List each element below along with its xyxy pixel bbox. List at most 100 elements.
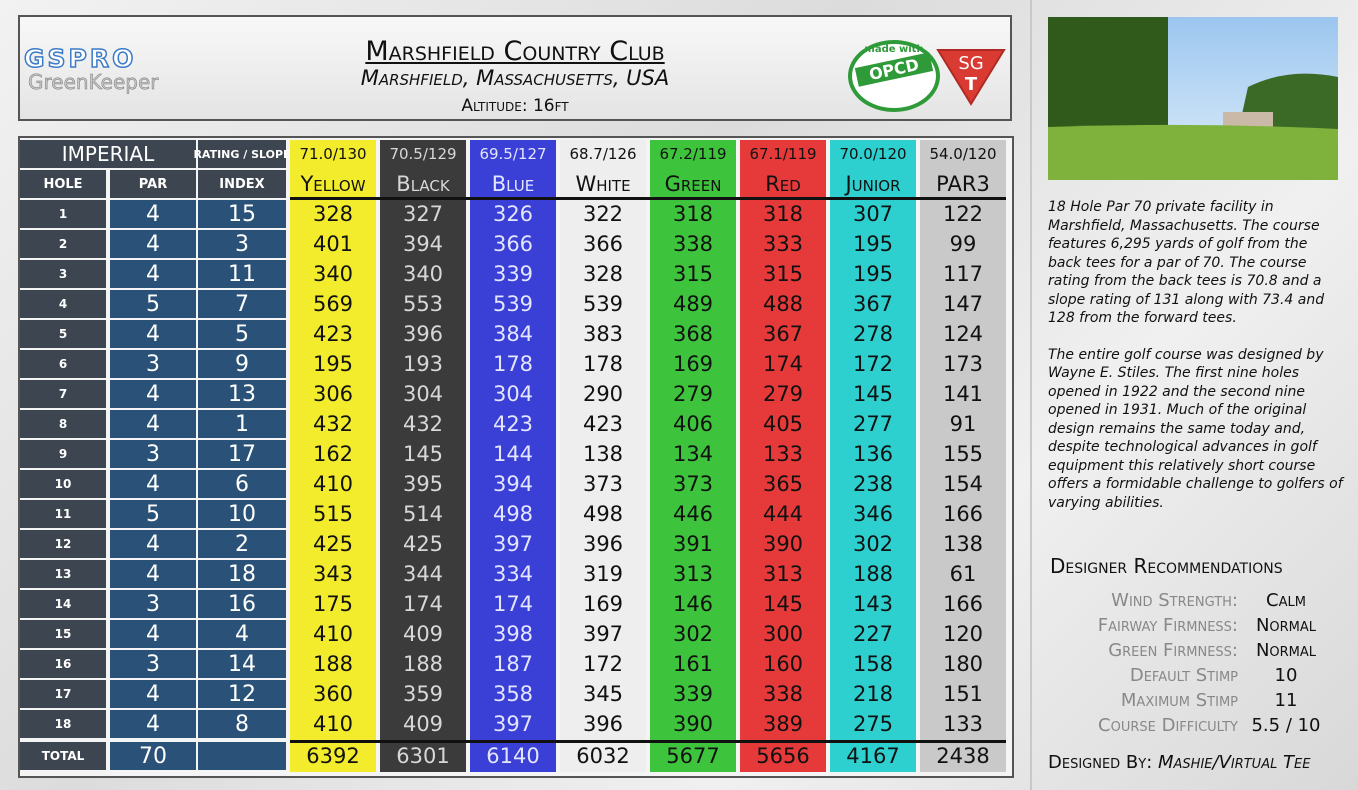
tee-name: Red (765, 172, 801, 196)
yardage: 334 (492, 562, 534, 586)
yardage: 515 (312, 502, 354, 526)
par: 4 (110, 680, 196, 708)
yardage: 143 (852, 592, 894, 616)
tee-name: PAR3 (936, 172, 990, 196)
hole-number: 8 (20, 410, 106, 438)
yardage: 227 (852, 622, 894, 646)
tee-rating: 70.5/129 (389, 145, 457, 163)
yardage: 410 (312, 622, 354, 646)
rule (290, 197, 1006, 200)
yardage: 394 (492, 472, 534, 496)
yardage: 155 (942, 442, 984, 466)
tee-name: Blue (491, 172, 535, 196)
tee-rating: 67.1/119 (749, 145, 817, 163)
hole-number: 18 (20, 710, 106, 738)
index: 17 (198, 440, 286, 468)
tee-total: 6032 (576, 744, 630, 768)
yardage: 318 (672, 202, 714, 226)
index: 4 (198, 620, 286, 648)
yardage: 383 (582, 322, 624, 346)
tee-total: 5677 (666, 744, 720, 768)
yardage: 396 (582, 532, 624, 556)
recommendation-label: Default Stimp (1129, 665, 1238, 686)
sg-badge (936, 49, 1006, 106)
yardage: 302 (672, 622, 714, 646)
index: 15 (198, 200, 286, 228)
yardage: 366 (492, 232, 534, 256)
yardage: 322 (582, 202, 624, 226)
yardage: 539 (582, 292, 624, 316)
yardage: 146 (672, 592, 714, 616)
index: 9 (198, 350, 286, 378)
yardage: 432 (402, 412, 444, 436)
tee-name: Junior (845, 172, 901, 196)
yardage: 328 (582, 262, 624, 286)
yardage: 328 (312, 202, 354, 226)
yardage: 365 (762, 472, 804, 496)
description-paragraph: The entire golf course was designed by W… (1048, 346, 1343, 511)
par: 3 (110, 350, 196, 378)
divider (1030, 0, 1032, 790)
yardage: 345 (582, 682, 624, 706)
index: 12 (198, 680, 286, 708)
yardage: 390 (762, 532, 804, 556)
yardage: 304 (402, 382, 444, 406)
yardage: 423 (312, 322, 354, 346)
column-header: INDEX (198, 170, 286, 198)
yardage: 178 (492, 352, 534, 376)
yardage: 444 (762, 502, 804, 526)
yardage: 279 (762, 382, 804, 406)
yardage: 396 (402, 322, 444, 346)
yardage: 275 (852, 712, 894, 736)
yardage: 569 (312, 292, 354, 316)
yardage: 141 (942, 382, 984, 406)
index: 3 (198, 230, 286, 258)
yardage: 410 (312, 472, 354, 496)
par: 4 (110, 530, 196, 558)
par-total: 70 (110, 742, 196, 770)
yardage: 161 (672, 652, 714, 676)
badge-top: made with (864, 44, 924, 55)
rule (290, 740, 1006, 743)
designed-by: Designed By: Mashie/Virtual Tee (1048, 752, 1310, 773)
yardage: 488 (762, 292, 804, 316)
yardage: 188 (312, 652, 354, 676)
fairway (1048, 124, 1338, 180)
course-photo (1048, 17, 1338, 180)
recommendation-value: 10 (1274, 665, 1298, 686)
logo-top: GSPRO (23, 43, 137, 74)
index: 2 (198, 530, 286, 558)
rating-header: RATING / SLOPE (193, 140, 291, 168)
yardage: 338 (672, 232, 714, 256)
recommendation-label: Fairway Firmness: (1097, 615, 1238, 636)
index: 13 (198, 380, 286, 408)
yardage: 338 (762, 682, 804, 706)
yardage: 117 (942, 262, 984, 286)
yardage: 120 (942, 622, 984, 646)
par: 3 (110, 650, 196, 678)
yardage: 489 (672, 292, 714, 316)
tee-column (650, 140, 736, 772)
yardage: 154 (942, 472, 984, 496)
yardage: 307 (852, 202, 894, 226)
tee-total: 2438 (936, 744, 990, 768)
par: 4 (110, 320, 196, 348)
tee-column (740, 140, 826, 772)
hole-number: 10 (20, 470, 106, 498)
yardage: 302 (852, 532, 894, 556)
yardage: 373 (672, 472, 714, 496)
yardage: 279 (672, 382, 714, 406)
tee-total: 4167 (846, 744, 900, 768)
tee-name: Green (664, 172, 722, 196)
yardage: 432 (312, 412, 354, 436)
yardage: 319 (582, 562, 624, 586)
yardage: 340 (312, 262, 354, 286)
yardage: 539 (492, 292, 534, 316)
yardage: 360 (312, 682, 354, 706)
yardage: 174 (762, 352, 804, 376)
hole-number: 15 (20, 620, 106, 648)
index: 5 (198, 320, 286, 348)
par: 5 (110, 500, 196, 528)
yardage: 327 (402, 202, 444, 226)
altitude: Altitude: 16ft (461, 96, 569, 116)
